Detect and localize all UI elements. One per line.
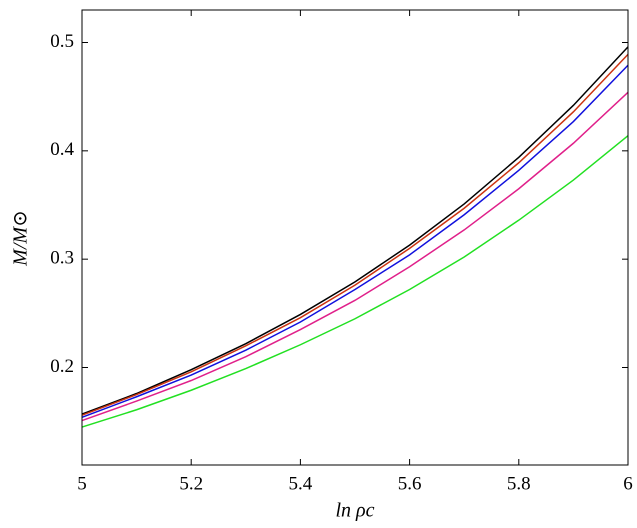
y-tick-label: 0.5 [50, 31, 74, 52]
series-line [81, 64, 629, 419]
x-tick-label: 6 [623, 473, 633, 494]
series-line [81, 91, 629, 422]
x-axis-label: ln ρc [335, 500, 374, 522]
x-tick-label: 5.4 [289, 473, 313, 494]
y-axis-label: M/M⊙ [10, 210, 32, 267]
y-tick-label: 0.3 [50, 248, 74, 269]
x-tick-label: 5.8 [507, 473, 531, 494]
x-tick-label: 5.6 [398, 473, 422, 494]
y-tick-label: 0.2 [50, 356, 74, 377]
series-line [81, 53, 629, 416]
x-tick-label: 5 [77, 473, 87, 494]
series-line [81, 46, 629, 415]
x-tick-label: 5.2 [179, 473, 203, 494]
y-tick-label: 0.4 [50, 139, 74, 160]
series-line [81, 135, 629, 428]
plot-frame [81, 9, 629, 466]
